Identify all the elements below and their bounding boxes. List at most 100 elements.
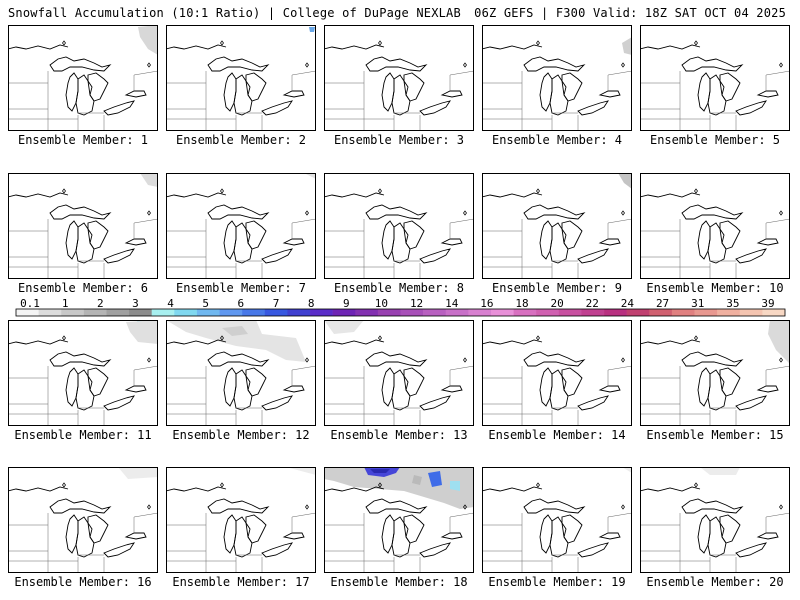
panel-label: Ensemble Member: 12: [172, 428, 310, 442]
coastline: [87, 367, 109, 397]
coastline: [735, 542, 768, 558]
colorbar-tick-label: 5: [202, 297, 210, 310]
coastline: [391, 222, 411, 264]
state-boundary: [133, 365, 158, 371]
coastline: [440, 90, 463, 98]
island-marker: [621, 357, 625, 363]
map-background: [640, 320, 790, 426]
colorbar-tick-label: 16: [480, 297, 494, 310]
snowfall-shading: [622, 37, 632, 55]
coastline: [223, 220, 237, 260]
coastline: [103, 100, 136, 116]
panel-border: [324, 467, 474, 573]
snowfall-shading: [700, 467, 740, 475]
map-panel-20: [640, 467, 790, 573]
coastline: [561, 367, 583, 397]
map-panel-16: [8, 467, 158, 573]
coastline: [166, 44, 227, 50]
coastline: [261, 248, 294, 264]
map-background: [324, 320, 474, 426]
map-background: [8, 320, 158, 426]
coastline: [561, 72, 583, 102]
panel-border: [640, 25, 790, 131]
island-marker: [536, 188, 540, 194]
map-background: [482, 173, 632, 279]
state-boundary: [607, 70, 632, 76]
panel-border: [8, 467, 158, 573]
coastline: [103, 248, 136, 264]
coastline: [65, 72, 79, 112]
coastline: [561, 514, 583, 544]
state-boundary: [449, 70, 474, 76]
island-marker: [378, 40, 382, 46]
map-panel-11: [8, 320, 158, 426]
island-marker: [62, 40, 66, 46]
coastline: [8, 44, 69, 50]
panel-label: Ensemble Member: 14: [488, 428, 626, 442]
coastline: [391, 74, 411, 116]
coastline: [261, 395, 294, 411]
coastline: [403, 514, 425, 544]
coastline: [261, 542, 294, 558]
island-marker: [220, 188, 224, 194]
coastline: [49, 204, 112, 220]
colorbar-tick-label: 7: [272, 297, 280, 310]
map-panel-10: [640, 173, 790, 279]
coastline: [324, 486, 385, 492]
panel-border: [640, 320, 790, 426]
coastline: [233, 222, 253, 264]
state-boundary: [291, 218, 316, 224]
coastline: [440, 385, 463, 393]
coastline: [223, 514, 237, 554]
coastline: [681, 498, 744, 514]
coastline: [282, 385, 305, 393]
panel-border: [8, 25, 158, 131]
island-marker: [463, 62, 467, 68]
coastline: [756, 532, 779, 540]
coastline: [539, 514, 553, 554]
map-panel-3: [324, 25, 474, 131]
coastline: [549, 222, 569, 264]
state-boundary: [607, 218, 632, 224]
island-marker: [694, 482, 698, 488]
snowfall-shading: [412, 475, 422, 485]
snowfall-shading: [450, 481, 460, 491]
panel-border: [8, 320, 158, 426]
snowfall-shading: [166, 320, 306, 362]
panel-label: Ensemble Member: 7: [175, 281, 307, 295]
coastline: [223, 72, 237, 112]
state-boundary: [291, 512, 316, 518]
coastline: [756, 385, 779, 393]
map-panel-19: [482, 467, 632, 573]
map-panel-4: [482, 25, 632, 131]
coastline: [75, 222, 95, 264]
coastline: [8, 192, 69, 198]
coastline: [523, 351, 586, 367]
island-marker: [536, 335, 540, 341]
coastline: [403, 220, 425, 250]
map-background: [166, 25, 316, 131]
state-boundary: [449, 218, 474, 224]
map-panel-15: [640, 320, 790, 426]
coastline: [166, 339, 227, 345]
coastline: [233, 516, 253, 558]
island-marker: [220, 40, 224, 46]
colorbar-tick-label: 8: [307, 297, 315, 310]
coastline: [482, 339, 543, 345]
island-marker: [779, 210, 783, 216]
coastline: [577, 542, 610, 558]
coastline: [719, 514, 741, 544]
state-boundary: [291, 365, 316, 371]
island-marker: [147, 210, 151, 216]
coastline: [8, 339, 69, 345]
coastline: [233, 74, 253, 116]
coastline: [245, 367, 267, 397]
island-marker: [378, 335, 382, 341]
panel-border: [482, 173, 632, 279]
map-background: [640, 25, 790, 131]
coastline: [365, 204, 428, 220]
coastline: [697, 72, 711, 112]
colorbar-tick-label: 27: [655, 297, 670, 310]
snowfall-shading: [622, 467, 632, 473]
island-marker: [378, 188, 382, 194]
